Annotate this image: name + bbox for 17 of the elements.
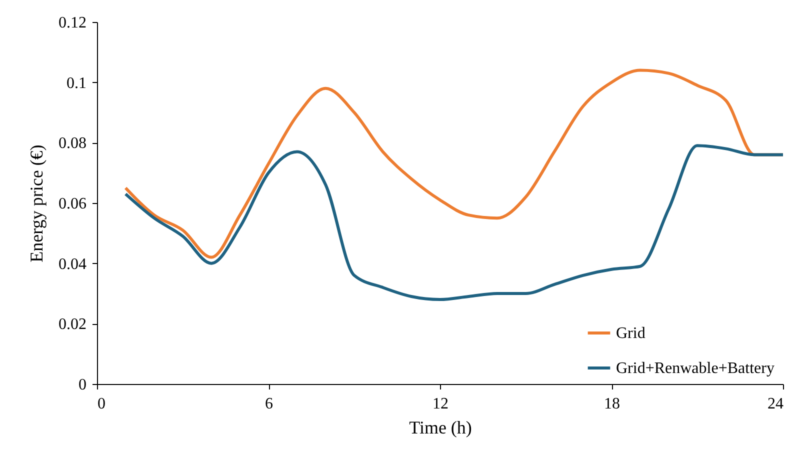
y-tick-label: 0.02: [58, 316, 86, 334]
x-tick-label: 6: [265, 396, 273, 412]
y-tick-label: 0.08: [58, 135, 86, 152]
line-series: [124, 144, 784, 302]
legend-label: Grid: [616, 325, 646, 342]
x-tick-label: 18: [604, 396, 620, 412]
legend-label: Grid+Renwable+Battery: [616, 360, 774, 377]
y-tick-label: 0: [78, 376, 86, 394]
y-tick-label: 0.12: [58, 14, 86, 32]
x-axis-title: Time (h): [409, 418, 472, 438]
x-tick-label: 12: [432, 396, 448, 412]
y-tick-label: 0.04: [58, 256, 86, 273]
y-tick-label: 0.1: [66, 74, 86, 92]
x-tick-label: 24: [768, 396, 784, 412]
y-tick-label: 0.06: [58, 196, 86, 212]
y-axis-title: Energy price (€): [26, 144, 46, 262]
x-tick-label: 0: [98, 396, 106, 412]
